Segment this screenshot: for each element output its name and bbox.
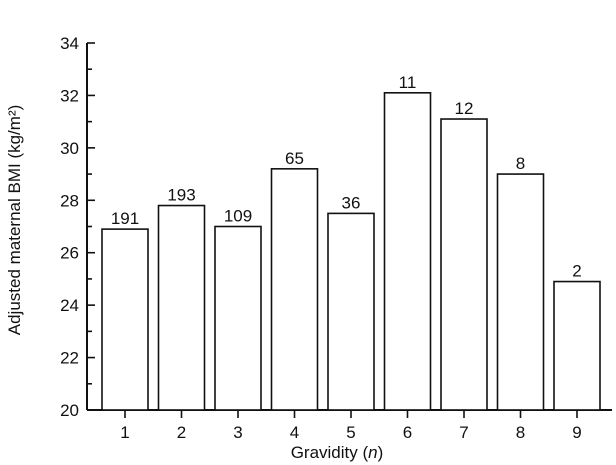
x-tick-label-5: 5: [346, 423, 355, 442]
x-axis-title-suffix: ): [378, 443, 384, 462]
y-tick-label: 20: [60, 401, 79, 420]
y-axis-title: Adjusted maternal BMI (kg/m²): [5, 105, 24, 336]
y-tick-label: 24: [60, 296, 79, 315]
bar-6: [383, 92, 432, 411]
y-tick-label: 28: [60, 191, 79, 210]
data-label-5: 36: [342, 193, 361, 212]
data-label-3: 109: [224, 207, 252, 226]
x-tick-label-8: 8: [516, 423, 525, 442]
bar-8: [496, 173, 545, 411]
y-tick-label: 26: [60, 244, 79, 263]
data-label-8: 8: [516, 154, 525, 173]
x-axis-title-prefix: Gravidity (: [291, 443, 369, 462]
x-tick-label-9: 9: [572, 423, 581, 442]
x-tick-label-2: 2: [177, 423, 186, 442]
y-tick-label: 30: [60, 139, 79, 158]
data-label-6: 11: [399, 73, 417, 92]
y-axis: 20 22 24 26 28 30 32 34: [60, 34, 95, 420]
x-tick-label-1: 1: [120, 423, 129, 442]
bar-2: [157, 204, 206, 411]
data-label-1: 191: [111, 209, 139, 228]
x-axis-title: Gravidity (n): [291, 443, 384, 462]
bar-3: [214, 225, 262, 411]
bar-5: [327, 212, 375, 411]
x-tick-label-7: 7: [459, 423, 468, 442]
bar-1: [101, 228, 149, 411]
bar-9: [553, 280, 601, 411]
bar-7: [440, 118, 488, 411]
data-labels: 191 193 109 65 36 11 12 8 2: [111, 73, 582, 281]
data-label-7: 12: [455, 99, 474, 118]
data-label-9: 2: [572, 262, 581, 281]
x-axis: 1 2 3 4 5 6 7 8 9: [87, 409, 612, 442]
bar-4: [270, 168, 319, 411]
x-tick-label-6: 6: [403, 423, 412, 442]
bars: [101, 92, 601, 411]
x-tick-label-3: 3: [233, 423, 242, 442]
data-label-2: 193: [167, 186, 195, 205]
x-axis-title-variable: n: [368, 443, 377, 462]
y-tick-label: 34: [60, 34, 79, 53]
y-tick-label: 22: [60, 349, 79, 368]
y-tick-label: 32: [60, 86, 79, 105]
data-label-4: 65: [285, 149, 304, 168]
x-tick-label-4: 4: [290, 423, 299, 442]
